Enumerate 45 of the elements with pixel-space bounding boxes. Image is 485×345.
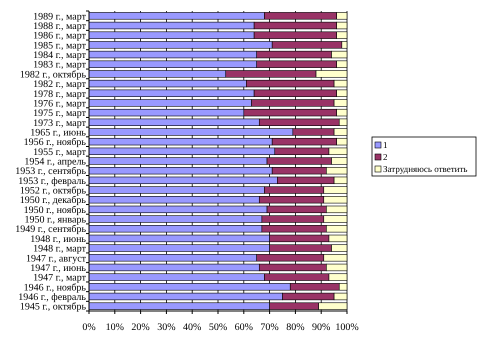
x-tick-label: 30% [157, 322, 176, 333]
y-tick-label: 1978 г., март [33, 88, 87, 100]
y-tick-label: 1950 г., декабрь [20, 195, 86, 206]
y-tick-label: 1955 г., март [33, 146, 87, 158]
y-tick-label: 1982 г., март [33, 79, 87, 90]
y-tick-label: 1953 г., февраль [18, 176, 86, 187]
legend-label: 2 [383, 152, 388, 162]
y-tick-label: 1954 г., апрель [24, 156, 86, 168]
x-tick-label: 60% [234, 322, 253, 333]
y-tick-label: 1989 г., март [33, 11, 87, 22]
y-tick-label: 1985 г., март [33, 40, 87, 52]
y-tick-label: 1947 г., август [26, 253, 87, 264]
x-tick-label: 100% [335, 322, 359, 333]
y-tick-label: 1945 г., октябрь [20, 302, 86, 313]
y-tick-label: 1952 г., октябрь [20, 186, 86, 197]
y-tick-label: 1976 г., март [33, 98, 87, 110]
y-tick-label: 1947 г., март [33, 272, 87, 284]
legend-label: Затрудняюсь ответить [383, 164, 468, 174]
y-tick-label: 1975 г., март [33, 108, 87, 120]
y-tick-label: 1986 г., март [33, 30, 87, 42]
x-tick-label: 50% [208, 322, 228, 333]
y-tick-label: 1988 г., март [33, 21, 87, 32]
y-tick-label: 1947 г., июнь [30, 262, 86, 274]
y-tick-label: 1953 г., сентябрь [15, 166, 86, 178]
x-tick-label: 0% [82, 322, 96, 333]
legend-label: 1 [383, 140, 388, 150]
y-tick-label: 1984 г., март [33, 50, 87, 62]
y-tick-label: 1950 г., январь [24, 214, 86, 226]
y-tick-label: 1983 г., март [33, 60, 87, 71]
x-tick-label: 80% [286, 322, 305, 333]
x-tick-label: 20% [131, 322, 150, 333]
x-tick-label: 70% [260, 322, 279, 333]
x-tick-label: 10% [106, 322, 124, 333]
x-tick-label: 90% [312, 322, 330, 333]
y-tick-label: 1982 г., октябрь [20, 69, 86, 80]
y-tick-label: 1965 г., июнь [30, 127, 86, 138]
y-tick-label: 1956 г., ноябрь [24, 137, 86, 148]
y-tick-label: 1946 г., ноябрь [24, 282, 86, 294]
y-tick-label: 1949 г., сентябрь [15, 224, 86, 236]
y-tick-label: 1950 г., ноябрь [24, 204, 86, 216]
x-tick-label: 40% [183, 322, 202, 333]
y-tick-label: 1948 г., июнь [30, 234, 86, 245]
y-tick-label: 1948 г., март [33, 244, 87, 255]
y-tick-label: 1946 г., февраль [18, 292, 86, 303]
y-tick-label: 1973 г., март [33, 118, 87, 129]
